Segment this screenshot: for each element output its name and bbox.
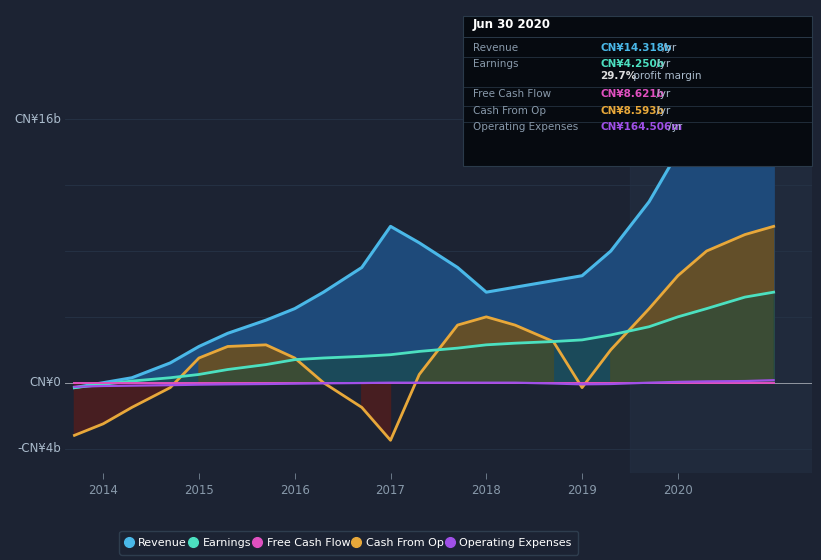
Text: CN¥4.250b: CN¥4.250b (600, 59, 664, 69)
Bar (630, 70, 812, 473)
Text: CN¥16b: CN¥16b (14, 113, 61, 126)
Text: -CN¥4b: -CN¥4b (17, 442, 61, 455)
Text: CN¥14.318b: CN¥14.318b (600, 43, 672, 53)
Text: CN¥8.621b: CN¥8.621b (600, 90, 664, 100)
Text: /yr: /yr (665, 122, 682, 132)
Text: Revenue: Revenue (473, 43, 518, 53)
Text: Cash From Op: Cash From Op (473, 106, 546, 115)
Text: Earnings: Earnings (473, 59, 518, 69)
Text: CN¥8.593b: CN¥8.593b (600, 106, 664, 115)
Text: /yr: /yr (659, 43, 677, 53)
Text: Jun 30 2020: Jun 30 2020 (473, 18, 551, 31)
Text: CN¥0: CN¥0 (29, 376, 61, 389)
Text: /yr: /yr (654, 90, 671, 100)
Text: Operating Expenses: Operating Expenses (473, 122, 578, 132)
Text: CN¥164.506m: CN¥164.506m (600, 122, 682, 132)
Text: Free Cash Flow: Free Cash Flow (473, 90, 551, 100)
Text: /yr: /yr (654, 106, 671, 115)
Text: /yr: /yr (654, 59, 671, 69)
Legend: Revenue, Earnings, Free Cash Flow, Cash From Op, Operating Expenses: Revenue, Earnings, Free Cash Flow, Cash … (119, 531, 578, 554)
Text: profit margin: profit margin (630, 71, 701, 81)
Text: 29.7%: 29.7% (600, 71, 636, 81)
